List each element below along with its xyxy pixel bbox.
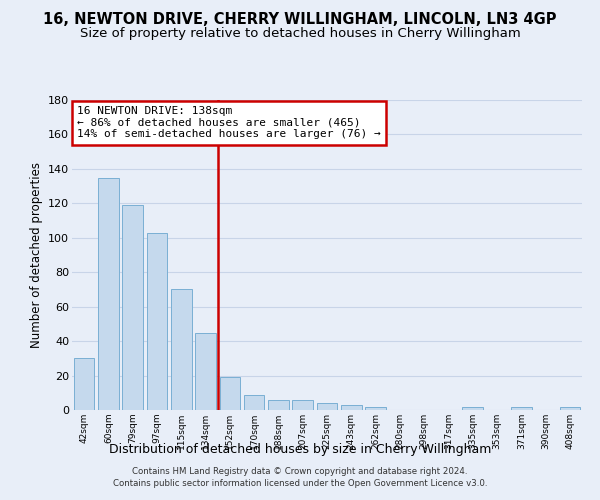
Bar [98, 178, 119, 410]
Text: Distribution of detached houses by size in Cherry Willingham: Distribution of detached houses by size … [109, 442, 491, 456]
Bar [74, 358, 94, 410]
Bar [195, 332, 216, 410]
Bar [365, 406, 386, 410]
Bar [560, 406, 580, 410]
Bar [171, 290, 191, 410]
Bar [244, 394, 265, 410]
Bar [341, 405, 362, 410]
Bar [511, 406, 532, 410]
Text: Contains public sector information licensed under the Open Government Licence v3: Contains public sector information licen… [113, 478, 487, 488]
Bar [122, 205, 143, 410]
Bar [292, 400, 313, 410]
Bar [268, 400, 289, 410]
Text: Size of property relative to detached houses in Cherry Willingham: Size of property relative to detached ho… [80, 28, 520, 40]
Text: 16, NEWTON DRIVE, CHERRY WILLINGHAM, LINCOLN, LN3 4GP: 16, NEWTON DRIVE, CHERRY WILLINGHAM, LIN… [43, 12, 557, 28]
Text: Contains HM Land Registry data © Crown copyright and database right 2024.: Contains HM Land Registry data © Crown c… [132, 467, 468, 476]
Text: 16 NEWTON DRIVE: 138sqm
← 86% of detached houses are smaller (465)
14% of semi-d: 16 NEWTON DRIVE: 138sqm ← 86% of detache… [77, 106, 381, 140]
Bar [220, 378, 240, 410]
Y-axis label: Number of detached properties: Number of detached properties [29, 162, 43, 348]
Bar [463, 406, 483, 410]
Bar [317, 403, 337, 410]
Bar [146, 232, 167, 410]
